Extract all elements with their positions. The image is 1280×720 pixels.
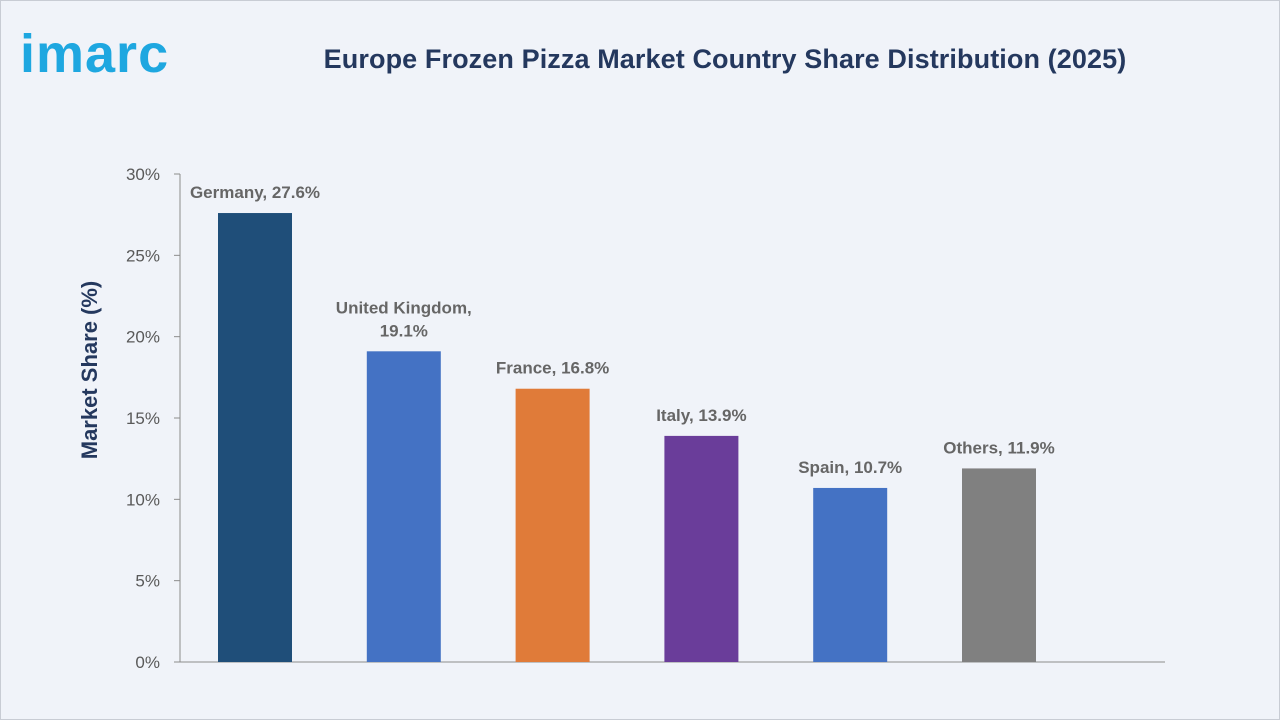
- bar-germany: [218, 213, 292, 663]
- imarc-logo-text: imarc: [20, 24, 169, 84]
- data-label: Spain, 10.7%: [798, 458, 902, 477]
- data-labels: Germany, 27.6% United Kingdom, 19.1% France…: [190, 183, 1055, 477]
- y-tick-label: 30%: [126, 165, 160, 184]
- bar-others: [962, 468, 1036, 662]
- data-label: Others, 11.9%: [943, 438, 1055, 457]
- y-tick-label: 10%: [126, 490, 160, 509]
- y-tick-label: 20%: [126, 328, 160, 347]
- y-tick-label: 0%: [135, 653, 160, 672]
- bar-france: [515, 388, 590, 662]
- data-label: Germany, 27.6%: [190, 183, 320, 202]
- bar-united-kingdom: [366, 351, 441, 662]
- data-label: United Kingdom, 19.1%: [336, 298, 472, 340]
- data-label: Italy, 13.9%: [656, 406, 746, 425]
- bar-italy: [664, 435, 739, 662]
- y-tick-label: 25%: [126, 246, 160, 265]
- data-label: France, 16.8%: [496, 359, 609, 378]
- chart-title: Europe Frozen Pizza Market Country Share…: [323, 44, 1127, 74]
- bar-spain: [813, 487, 888, 662]
- y-tick-label: 15%: [126, 409, 160, 428]
- bars: [218, 213, 1036, 663]
- y-axis-label: Market Share (%): [77, 281, 102, 460]
- y-tick-label: 5%: [135, 572, 160, 591]
- imarc-logo: imarc: [20, 24, 169, 84]
